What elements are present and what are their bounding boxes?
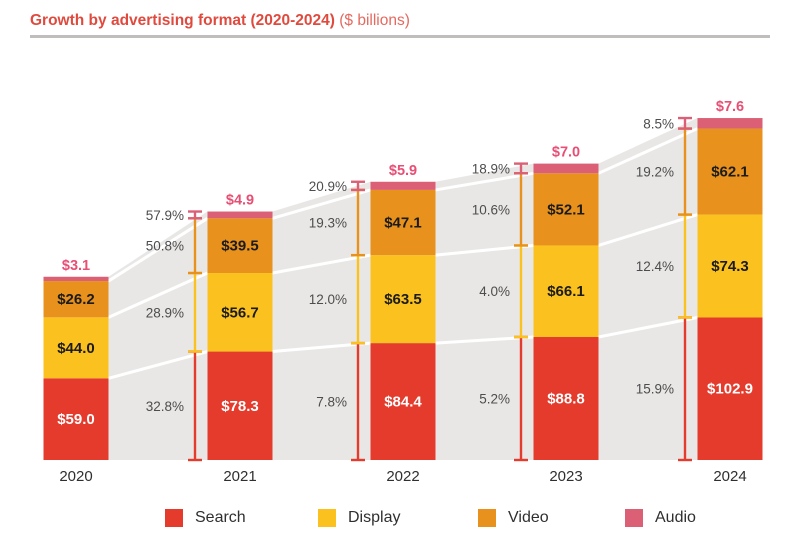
bar-segment-audio-2022 (370, 181, 436, 190)
bar-segment-audio-2020 (43, 276, 109, 282)
bar-segment-video-2023 (533, 173, 599, 246)
bar-segment-audio-2024 (697, 118, 763, 129)
growth-pct-label: 12.4% (636, 259, 674, 274)
bar-value-label: $59.0 (57, 411, 95, 428)
bar-value-label: $47.1 (384, 215, 422, 232)
bar-segment-audio-2021 (207, 211, 273, 219)
bar-segment-search-2023 (533, 337, 599, 460)
title-divider (30, 35, 770, 38)
chart-title: Growth by advertising format (2020-2024)… (30, 12, 410, 30)
bar-segment-display-2020 (43, 317, 109, 379)
bar-value-label: $63.5 (384, 291, 422, 308)
legend-item-audio: Audio (625, 506, 696, 530)
legend-item-video: Video (478, 506, 549, 530)
growth-pct-label: 10.6% (472, 202, 510, 217)
growth-pct-label: 57.9% (146, 208, 184, 223)
bar-value-label: $56.7 (221, 304, 259, 321)
flow-boundary-line (272, 341, 371, 354)
bar-value-label-audio: $4.9 (226, 193, 254, 209)
legend-item-search: Search (165, 506, 246, 530)
bar-segment-display-2024 (697, 214, 763, 318)
bar-value-label: $78.3 (221, 398, 259, 415)
flow-boundary-line (435, 243, 534, 257)
chart-title-unit: ($ billions) (339, 12, 410, 29)
legend-swatch-search (165, 509, 183, 527)
bar-value-label: $74.3 (711, 258, 749, 275)
flow-band (598, 118, 698, 460)
bar-segment-audio-2023 (533, 163, 599, 174)
flow-boundary-line (272, 253, 371, 275)
flow-boundary-line (108, 350, 208, 380)
bar-value-label: $44.0 (57, 340, 95, 357)
bar-segment-video-2021 (207, 218, 273, 274)
x-axis-label: 2023 (549, 468, 582, 485)
growth-pct-label: 19.3% (309, 216, 347, 231)
flow-boundary-line (107, 271, 209, 319)
bar-value-label: $88.8 (547, 391, 585, 408)
bar-value-label: $66.1 (547, 283, 585, 300)
bar-segment-search-2024 (697, 317, 763, 460)
growth-pct-label: 4.0% (479, 284, 510, 299)
growth-pct-label: 20.9% (309, 179, 347, 194)
legend-item-display: Display (318, 506, 400, 530)
bar-segment-search-2020 (43, 378, 109, 460)
legend-swatch-audio (625, 509, 643, 527)
legend-label-display: Display (348, 509, 401, 526)
bar-value-label: $102.9 (707, 381, 753, 398)
growth-pct-label: 32.8% (146, 399, 184, 414)
legend-label-search: Search (195, 509, 246, 526)
bar-segment-search-2022 (370, 343, 436, 460)
flow-boundary-line (272, 188, 371, 220)
flow-band (272, 181, 371, 461)
x-axis-label: 2022 (386, 468, 419, 485)
legend-label-video: Video (508, 509, 549, 526)
growth-pct-label: 28.9% (146, 305, 184, 320)
flow-band (108, 211, 208, 460)
bar-value-label: $39.5 (221, 238, 259, 255)
bar-segment-search-2021 (207, 351, 273, 460)
x-axis-label: 2024 (713, 468, 746, 485)
flow-band (435, 163, 534, 461)
growth-pct-label: 50.8% (146, 239, 184, 254)
bar-value-label: $84.4 (384, 394, 422, 411)
bar-segment-display-2022 (370, 255, 436, 344)
bar-segment-video-2024 (697, 128, 763, 215)
growth-pct-label: 8.5% (643, 116, 674, 131)
bar-segment-display-2023 (533, 245, 599, 338)
legend-swatch-display (318, 509, 336, 527)
growth-pct-label: 15.9% (636, 382, 674, 397)
growth-pct-label: 5.2% (479, 392, 510, 407)
bar-segment-video-2022 (370, 189, 436, 256)
bar-value-label-audio: $3.1 (62, 258, 90, 274)
flow-boundary-line (435, 171, 534, 192)
legend-label-audio: Audio (655, 509, 696, 526)
growth-pct-label: 12.0% (309, 292, 347, 307)
x-axis-label: 2020 (59, 468, 92, 485)
x-axis-label: 2021 (223, 468, 256, 485)
flow-boundary-line (598, 316, 698, 339)
bar-value-label: $62.1 (711, 164, 749, 181)
chart-title-main: Growth by advertising format (2020-2024) (30, 12, 335, 29)
growth-pct-label: 18.9% (472, 161, 510, 176)
growth-pct-label: 7.8% (316, 395, 347, 410)
bar-value-label: $26.2 (57, 291, 95, 308)
flow-boundary-line (107, 217, 209, 283)
legend-swatch-video (478, 509, 496, 527)
flow-boundary-line (597, 127, 699, 175)
bar-value-label-audio: $7.0 (552, 145, 580, 161)
bar-value-label-audio: $5.9 (389, 163, 417, 179)
legend: Search Display Video Audio (0, 506, 800, 530)
bar-segment-display-2021 (207, 273, 273, 352)
flow-boundary-line (598, 213, 698, 247)
bar-value-label: $52.1 (547, 201, 585, 218)
bar-segment-video-2020 (43, 281, 109, 318)
bar-value-label-audio: $7.6 (716, 99, 744, 115)
growth-pct-label: 19.2% (636, 165, 674, 180)
